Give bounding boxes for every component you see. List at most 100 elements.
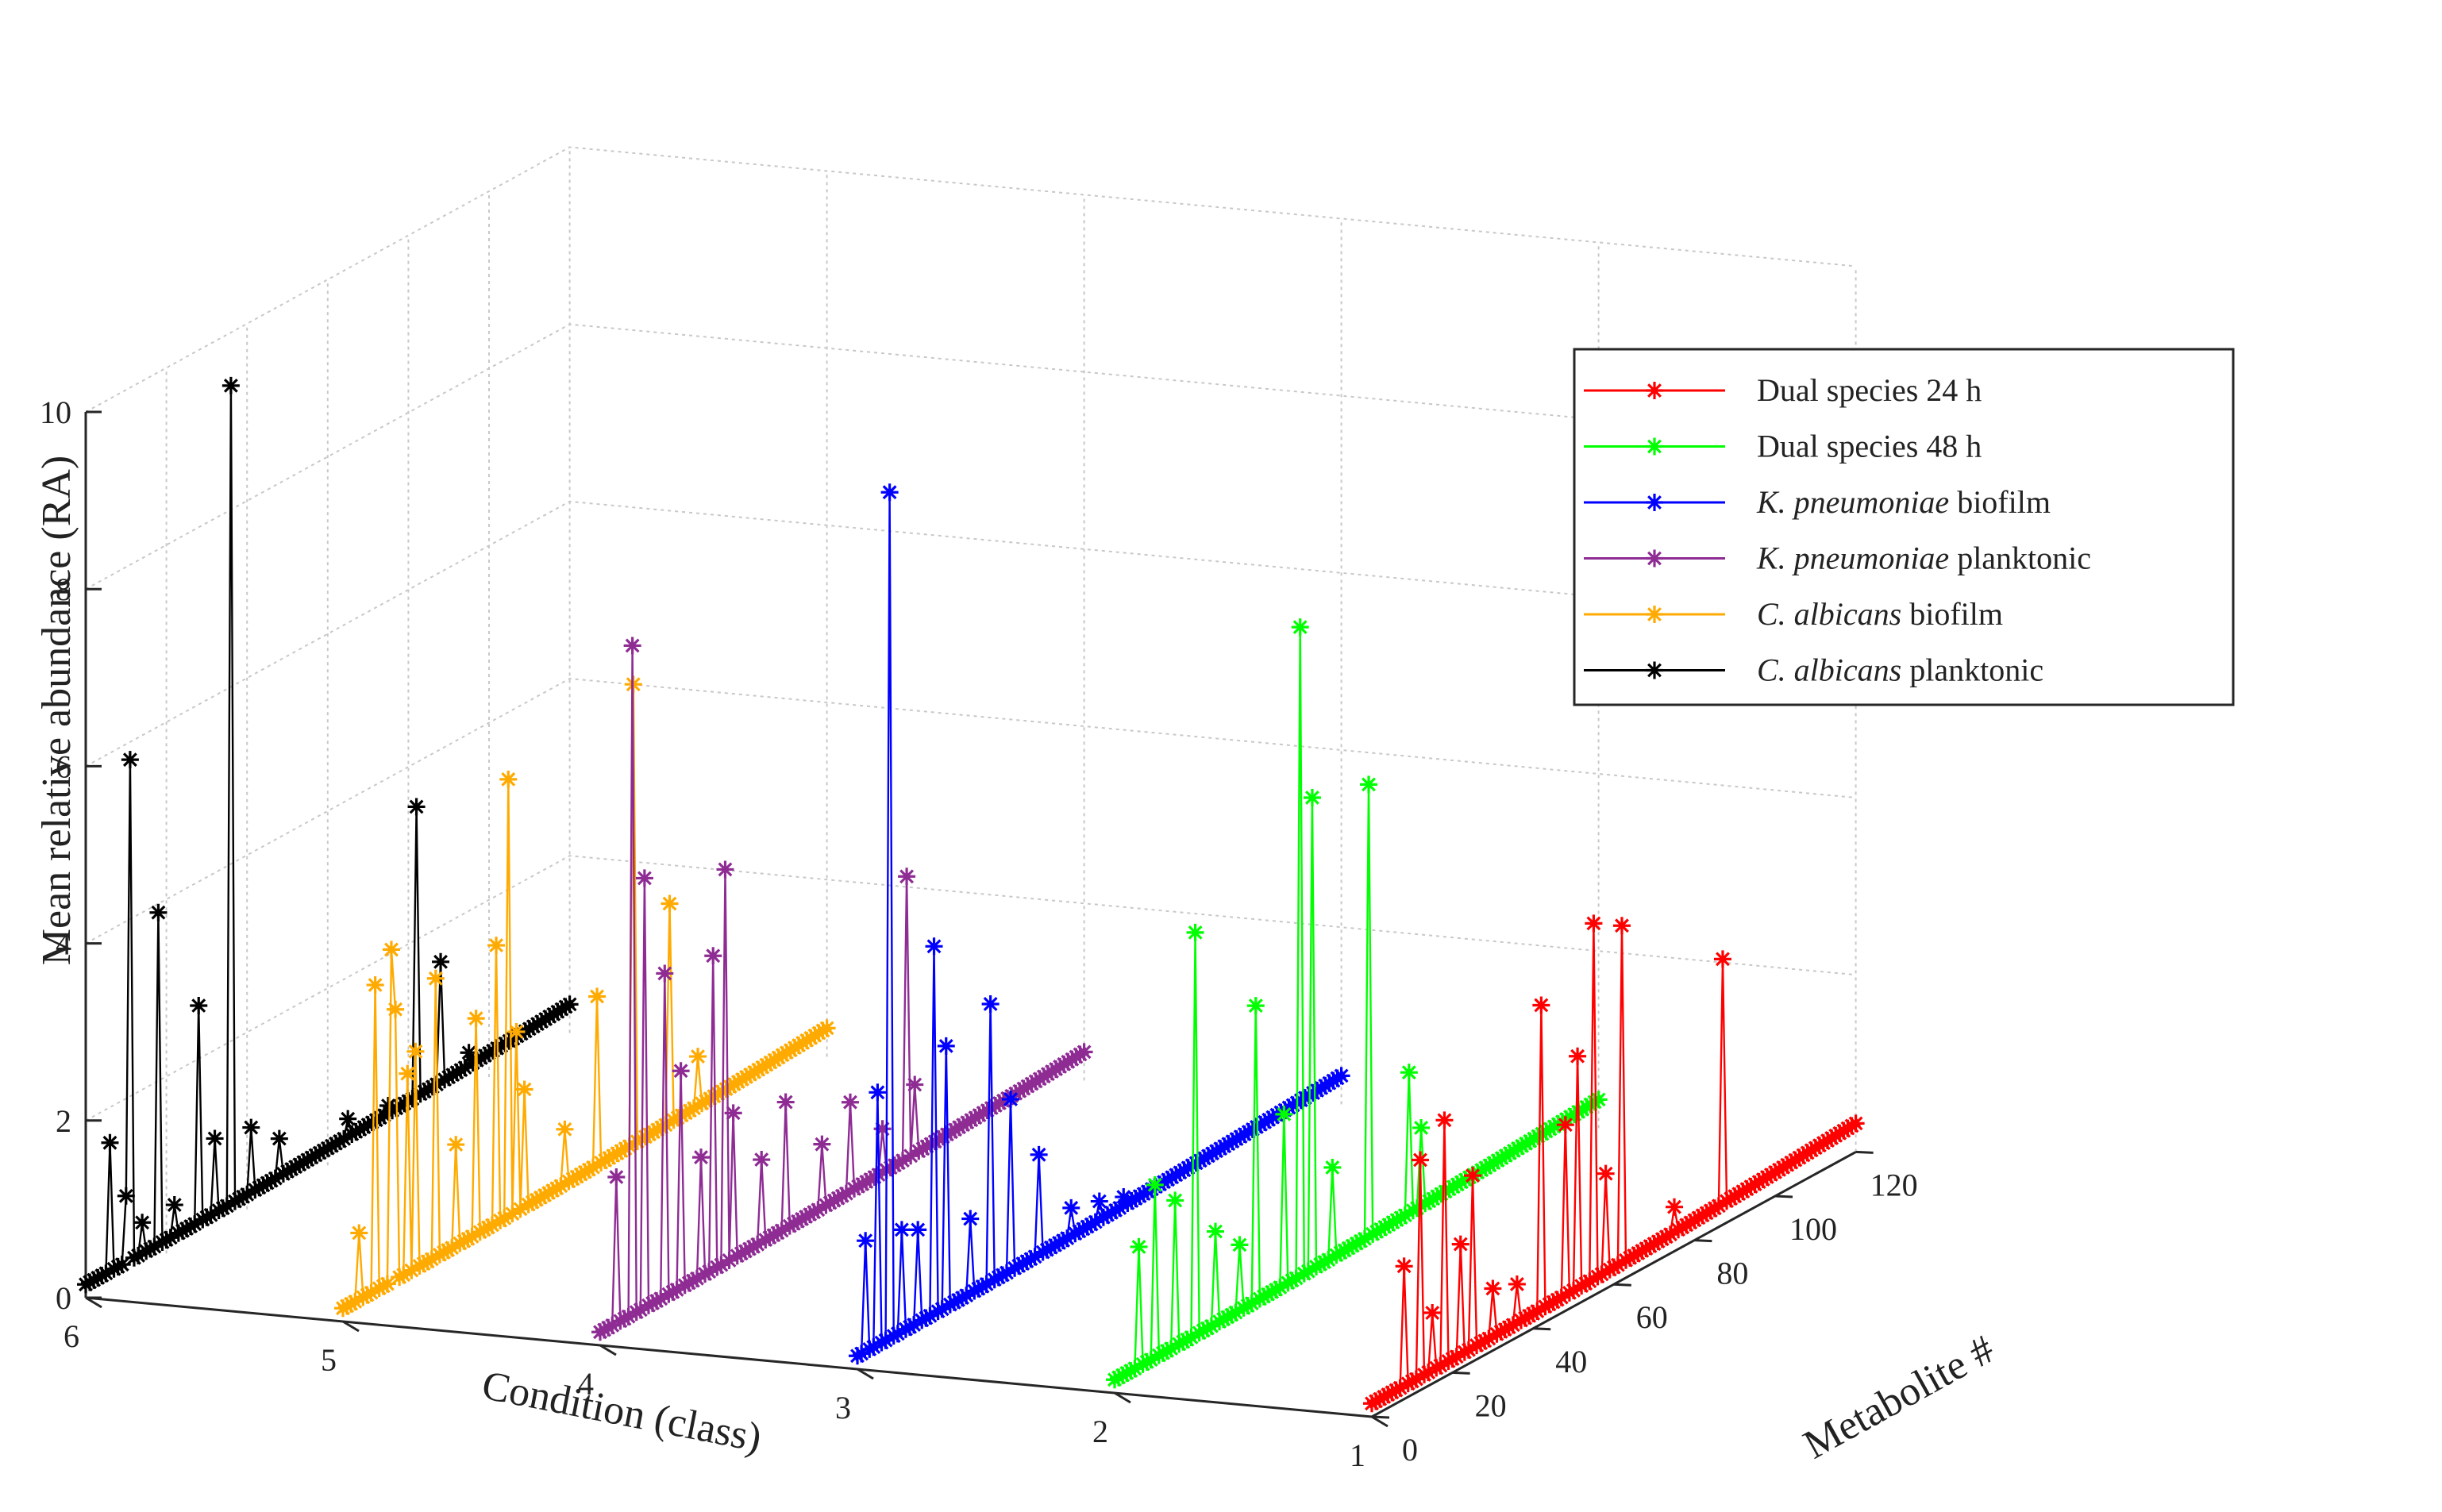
z-tick-label: 10: [40, 394, 71, 430]
data-point-marker: [588, 987, 607, 1006]
data-point-marker: [1332, 1067, 1350, 1085]
data-point-marker: [584, 1158, 602, 1176]
y-tick-mark: [342, 1320, 360, 1333]
data-point-marker: [813, 1135, 831, 1153]
data-point-marker: [753, 1151, 771, 1169]
data-point-marker: [1399, 1375, 1417, 1393]
x-tick-mark: [1613, 1283, 1631, 1287]
data-point-marker: [809, 1201, 827, 1219]
data-point-marker: [652, 1290, 670, 1308]
data-point-marker: [387, 1000, 405, 1018]
y-tick-mark: [857, 1368, 874, 1380]
data-point-marker: [93, 1267, 111, 1285]
data-point-marker: [399, 1064, 417, 1083]
legend-label: Dual species 24 h: [1757, 372, 1982, 408]
data-point-marker: [1110, 1368, 1128, 1387]
data-point-marker: [432, 952, 450, 971]
data-point-marker: [909, 1221, 927, 1239]
data-point-marker: [672, 1062, 690, 1080]
data-point-marker: [97, 1264, 115, 1283]
data-point-marker: [495, 1209, 514, 1227]
data-point-marker: [1002, 1091, 1020, 1108]
data-point-marker: [1363, 1395, 1381, 1413]
legend-item: Dual species 48 h: [1584, 429, 1982, 464]
data-point-marker: [692, 1148, 710, 1167]
data-point-marker: [105, 1260, 123, 1278]
data-point-marker: [1291, 618, 1309, 637]
data-point-marker: [218, 1197, 236, 1215]
series-line: [1114, 627, 1600, 1381]
legend-label: C. albicans biofilm: [1757, 596, 2003, 632]
data-point-marker: [161, 1229, 179, 1247]
data-point-marker: [704, 947, 722, 965]
data-point-marker: [1142, 1351, 1160, 1369]
data-point-marker: [1118, 1364, 1136, 1382]
data-point-marker: [894, 1152, 911, 1170]
data-point-marker: [339, 1110, 357, 1128]
data-point-marker: [1271, 1279, 1289, 1297]
grid-line: [85, 146, 1856, 413]
data-point-marker: [1431, 1356, 1450, 1375]
data-point-marker: [101, 1133, 119, 1152]
data-point-marker: [1355, 1229, 1373, 1248]
data-point-marker: [407, 798, 426, 816]
data-point-marker: [1646, 382, 1663, 399]
data-point-marker: [1408, 1199, 1426, 1218]
data-point-marker: [1528, 1302, 1546, 1321]
data-point-marker: [1130, 1237, 1148, 1256]
data-point-marker: [85, 1271, 103, 1289]
data-point-marker: [1423, 1304, 1442, 1322]
data-point-marker: [1435, 1111, 1454, 1129]
z-tick-label: 0: [56, 1280, 71, 1316]
data-point-marker: [977, 1275, 996, 1293]
data-point-marker: [1464, 1167, 1481, 1185]
data-point-marker: [905, 1316, 923, 1334]
data-point-marker: [818, 1019, 836, 1037]
data-point-marker: [422, 1250, 441, 1268]
data-point-marker: [483, 1216, 501, 1234]
data-point-marker: [1323, 1158, 1342, 1176]
data-point-marker: [776, 1093, 795, 1111]
series-k-pneumoniae-biofilm: [849, 483, 1350, 1365]
data-point-marker: [342, 1295, 360, 1313]
data-point-marker: [873, 1120, 892, 1138]
data-point-marker: [1569, 1047, 1587, 1065]
data-point-marker: [113, 1256, 131, 1274]
x-tick-label: 40: [1555, 1344, 1587, 1379]
data-point-marker: [149, 903, 168, 921]
data-point-marker: [109, 1257, 127, 1275]
data-point-marker: [503, 1205, 522, 1223]
legend-item: C. albicans biofilm: [1584, 596, 2003, 632]
data-point-marker: [362, 1283, 380, 1302]
legend-item: K. pneumoniae planktonic: [1584, 541, 2091, 576]
data-point-marker: [447, 1136, 465, 1154]
data-point-marker: [599, 1318, 618, 1337]
data-point-marker: [1227, 1303, 1245, 1322]
data-point-marker: [1661, 1225, 1679, 1244]
data-point-marker: [202, 1206, 220, 1224]
data-point-marker: [1504, 1316, 1522, 1334]
data-point-marker: [1608, 1256, 1627, 1274]
data-point-marker: [1299, 1262, 1317, 1280]
y-tick-mark: [1371, 1415, 1389, 1428]
data-point-marker: [133, 1214, 152, 1232]
data-point-marker: [880, 483, 899, 502]
legend-label-part: Dual species 48 h: [1757, 429, 1982, 464]
data-point-marker: [374, 1277, 392, 1295]
z-tick-label: 2: [56, 1103, 71, 1139]
data-point-marker: [354, 1288, 372, 1306]
data-point-marker: [507, 1022, 526, 1041]
data-point-marker: [1412, 1118, 1431, 1137]
data-point-marker: [1391, 1379, 1409, 1397]
series-k-pneumoniae-planktonic: [591, 637, 1093, 1341]
z-tick-label: 6: [56, 748, 71, 784]
data-point-marker: [1396, 1206, 1414, 1225]
data-point-marker: [1134, 1355, 1152, 1373]
data-point-marker: [1367, 1392, 1385, 1410]
data-point-marker: [1597, 1164, 1615, 1183]
data-point-marker: [1459, 1341, 1477, 1359]
data-point-marker: [937, 1037, 955, 1055]
y-tick-mark: [599, 1344, 617, 1356]
data-point-marker: [1709, 1197, 1728, 1215]
legend-label: K. pneumoniae planktonic: [1756, 541, 2091, 576]
